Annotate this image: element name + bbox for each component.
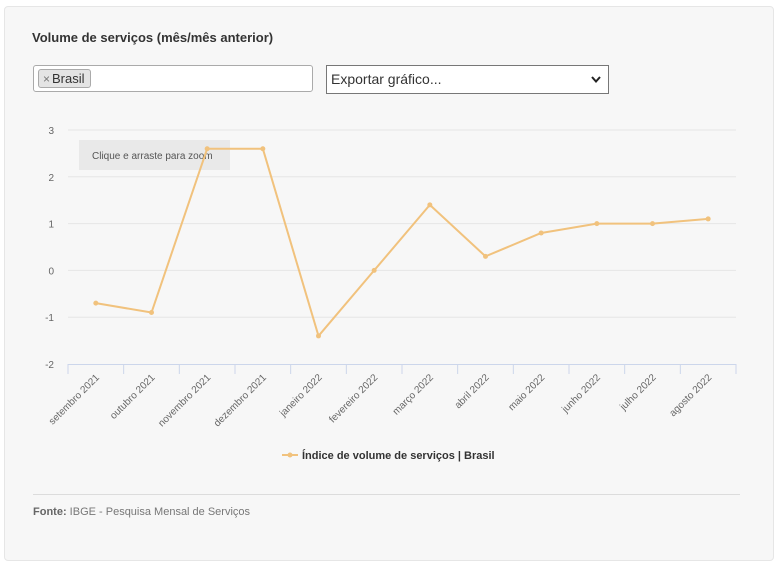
x-tick-label: janeiro 2022 — [277, 372, 325, 420]
y-axis-ticks: -2 -1 0 1 2 3 — [45, 126, 54, 371]
x-tick-label: outubro 2021 — [108, 372, 158, 422]
series-line — [95, 147, 709, 337]
selected-region-label: Brasil — [52, 71, 85, 86]
x-tick-label: fevereiro 2022 — [327, 372, 380, 425]
chart-grid — [68, 129, 736, 318]
data-point[interactable] — [93, 300, 99, 306]
x-tick-label: junho 2022 — [559, 372, 603, 416]
data-point[interactable] — [705, 216, 711, 222]
x-tick-label: maio 2022 — [506, 372, 547, 413]
x-tick-label: agosto 2022 — [668, 372, 715, 419]
x-tick-label: março 2022 — [391, 372, 436, 417]
source-text: IBGE - Pesquisa Mensal de Serviços — [69, 506, 251, 518]
export-select-label: Exportar gráfico... — [331, 71, 442, 87]
chart-card — [4, 6, 774, 561]
remove-tag-icon[interactable]: × — [43, 72, 51, 86]
data-point[interactable] — [316, 333, 321, 339]
data-point[interactable] — [371, 267, 377, 273]
y-tick-label: -1 — [45, 313, 54, 324]
data-point[interactable] — [650, 221, 655, 227]
data-point[interactable] — [260, 146, 266, 152]
region-multiselect[interactable]: × Brasil — [33, 65, 313, 92]
chart-title: Volume de serviços (mês/mês anterior) — [32, 30, 274, 45]
y-tick-label: 1 — [48, 220, 54, 231]
y-tick-label: 0 — [48, 266, 54, 277]
y-tick-label: 3 — [48, 126, 54, 137]
zoom-hint-text: Clique e arraste para zoom — [92, 151, 213, 162]
source-label: Fonte: — [33, 506, 67, 518]
legend-label[interactable]: Índice de volume de serviços | Brasil — [302, 449, 495, 462]
data-point[interactable] — [483, 253, 488, 259]
line-chart[interactable]: -2 -1 0 1 2 3 setembro 2021 outubro 2021novemb… — [0, 0, 779, 500]
export-chart-select[interactable]: Exportar gráfico... — [326, 65, 609, 94]
data-point[interactable] — [204, 146, 210, 152]
data-point[interactable] — [538, 230, 544, 236]
x-tick-label: dezembro 2021 — [212, 372, 269, 429]
data-point[interactable] — [594, 221, 600, 227]
zoom-hint-tooltip: Clique e arraste para zoom — [79, 140, 230, 170]
chart-legend[interactable]: Índice de volume de serviços | Brasil — [282, 449, 495, 462]
chevron-down-icon — [590, 66, 602, 103]
x-tick-label: julho 2022 — [617, 372, 658, 413]
selected-region-tag[interactable]: × Brasil — [38, 69, 91, 88]
y-tick-label: -2 — [45, 360, 54, 371]
legend-line-marker-icon — [282, 452, 298, 458]
data-point[interactable] — [149, 310, 154, 316]
x-tick-label: novembro 2021 — [156, 372, 213, 429]
source-note: Fonte: IBGE - Pesquisa Mensal de Serviço… — [33, 506, 250, 518]
x-tick-label: abril 2022 — [453, 372, 492, 411]
data-point[interactable] — [427, 202, 433, 208]
series-layer — [93, 146, 711, 339]
y-tick-label: 2 — [48, 173, 54, 184]
footer-divider — [33, 494, 740, 495]
x-tick-label: setembro 2021 — [47, 372, 102, 427]
